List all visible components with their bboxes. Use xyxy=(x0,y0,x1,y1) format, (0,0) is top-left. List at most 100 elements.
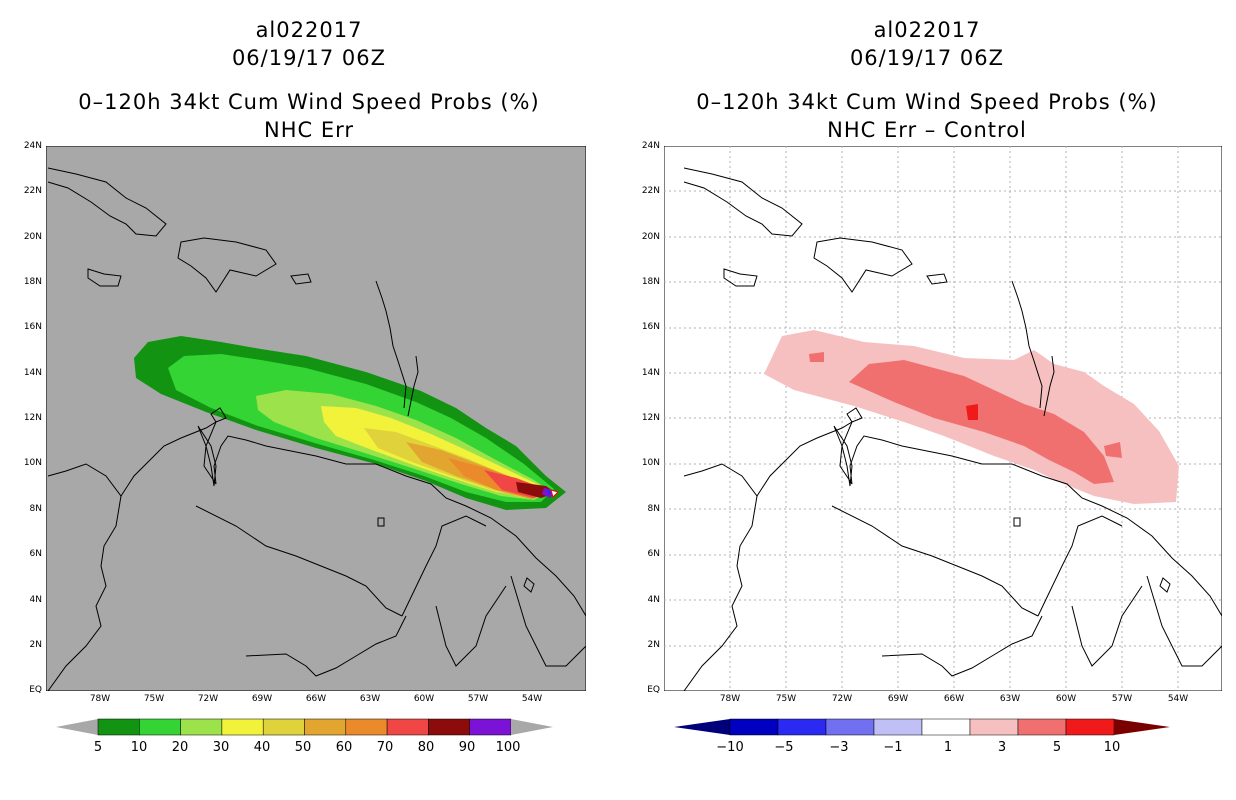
colorbar-label: −5 xyxy=(774,740,794,755)
date-title: 06/19/17 06Z xyxy=(231,46,387,70)
lat-label: 4N xyxy=(647,595,660,605)
lat-label: 16N xyxy=(641,322,660,332)
colorbar-right-arrow xyxy=(1114,719,1170,735)
colorbar-cell xyxy=(873,718,923,736)
lon-label: 72W xyxy=(831,694,853,704)
lat-label: 2N xyxy=(647,640,660,650)
colorbar-cell xyxy=(139,718,181,736)
colorbar-cell xyxy=(262,718,305,736)
colorbar-cell xyxy=(221,718,264,736)
lat-label: 6N xyxy=(29,549,42,559)
probability-swath xyxy=(134,336,566,510)
lon-label: 57W xyxy=(467,694,489,704)
colorbar-label: 60 xyxy=(335,740,353,755)
colorbar xyxy=(56,718,553,736)
colorbar-left-arrow xyxy=(674,719,730,735)
lat-label: 24N xyxy=(23,141,42,151)
subtitle: NHC Err – Control xyxy=(827,118,1027,142)
lat-label: 22N xyxy=(23,186,42,196)
lon-label: 78W xyxy=(89,694,111,704)
lon-label: 69W xyxy=(251,694,273,704)
lat-label: 22N xyxy=(641,186,660,196)
probability-map xyxy=(46,146,586,691)
product-title: 0–120h 34kt Cum Wind Speed Probs (%) xyxy=(78,90,540,114)
colorbar-label: 30 xyxy=(212,740,230,755)
colorbar-label: 5 xyxy=(93,740,103,755)
colorbar-cell xyxy=(1017,718,1067,736)
colorbar-cell xyxy=(428,718,470,736)
lat-label: EQ xyxy=(647,685,660,695)
difference-map xyxy=(664,146,1222,691)
colorbar-cell xyxy=(345,718,388,736)
colorbar-cell xyxy=(825,718,875,736)
storm-id-title: al022017 xyxy=(873,18,981,42)
colorbar-label: −3 xyxy=(829,740,849,755)
lon-label: 75W xyxy=(775,694,797,704)
colorbar-label: 20 xyxy=(171,740,189,755)
colorbar-label: 50 xyxy=(294,740,312,755)
lat-label: 8N xyxy=(647,504,660,514)
colorbar-label: −1 xyxy=(883,740,903,755)
colorbar-label: 10 xyxy=(130,740,148,755)
colorbar-cell xyxy=(386,718,429,736)
lon-label: 63W xyxy=(359,694,381,704)
coastlines xyxy=(683,167,1222,691)
colorbar-cell xyxy=(97,718,140,736)
lat-label: 10N xyxy=(641,458,660,468)
lat-label: 18N xyxy=(23,277,42,287)
colorbar-label: 90 xyxy=(458,740,476,755)
difference-swath xyxy=(764,330,1179,504)
storm-center-marker xyxy=(550,489,559,498)
lon-label: 57W xyxy=(1111,694,1133,704)
date-title: 06/19/17 06Z xyxy=(849,46,1005,70)
colorbar-label: −10 xyxy=(716,740,744,755)
colorbar-label: 100 xyxy=(495,740,521,755)
lat-label: 14N xyxy=(641,368,660,378)
lon-label: 75W xyxy=(143,694,165,704)
colorbar-cell xyxy=(729,718,779,736)
lat-label: 8N xyxy=(29,504,42,514)
lon-label: 54W xyxy=(1167,694,1189,704)
lat-label: 18N xyxy=(641,277,660,287)
lat-label: 6N xyxy=(647,549,660,559)
colorbar xyxy=(674,718,1170,736)
right-panel: al022017 06/19/17 06Z 0–120h 34kt Cum Wi… xyxy=(618,0,1236,800)
lon-label: 66W xyxy=(305,694,327,704)
lat-label: 14N xyxy=(23,368,42,378)
lon-label: 60W xyxy=(413,694,435,704)
colorbar-label: 40 xyxy=(253,740,271,755)
lon-label: 78W xyxy=(719,694,741,704)
lon-label: 54W xyxy=(521,694,543,704)
lon-label: 69W xyxy=(887,694,909,704)
colorbar-cell xyxy=(1065,718,1115,736)
lat-label: 20N xyxy=(23,232,42,242)
colorbar-label: 70 xyxy=(376,740,394,755)
colorbar-cell xyxy=(777,718,827,736)
lon-label: 72W xyxy=(197,694,219,704)
lat-label: 16N xyxy=(23,322,42,332)
coastlines xyxy=(47,167,586,691)
colorbar-label: 10 xyxy=(1103,740,1121,755)
lat-label: 12N xyxy=(641,413,660,423)
colorbar-label: 80 xyxy=(417,740,435,755)
colorbar-right-arrow xyxy=(511,719,553,735)
colorbar-cell xyxy=(304,718,347,736)
lat-label: EQ xyxy=(29,685,42,695)
colorbar-label: 3 xyxy=(997,740,1007,755)
lon-label: 63W xyxy=(999,694,1021,704)
lat-label: 2N xyxy=(29,640,42,650)
colorbar-label: 1 xyxy=(943,740,953,755)
colorbar-label: 5 xyxy=(1052,740,1062,755)
colorbar-left-arrow xyxy=(56,719,98,735)
product-title: 0–120h 34kt Cum Wind Speed Probs (%) xyxy=(696,90,1158,114)
lat-label: 12N xyxy=(23,413,42,423)
storm-id-title: al022017 xyxy=(255,18,363,42)
lat-label: 20N xyxy=(641,232,660,242)
colorbar-cell xyxy=(469,718,512,736)
lat-label: 10N xyxy=(23,458,42,468)
subtitle: NHC Err xyxy=(263,118,354,142)
colorbar-cell xyxy=(969,718,1019,736)
lat-label: 4N xyxy=(29,595,42,605)
colorbar-cell xyxy=(180,718,223,736)
lon-label: 60W xyxy=(1055,694,1077,704)
